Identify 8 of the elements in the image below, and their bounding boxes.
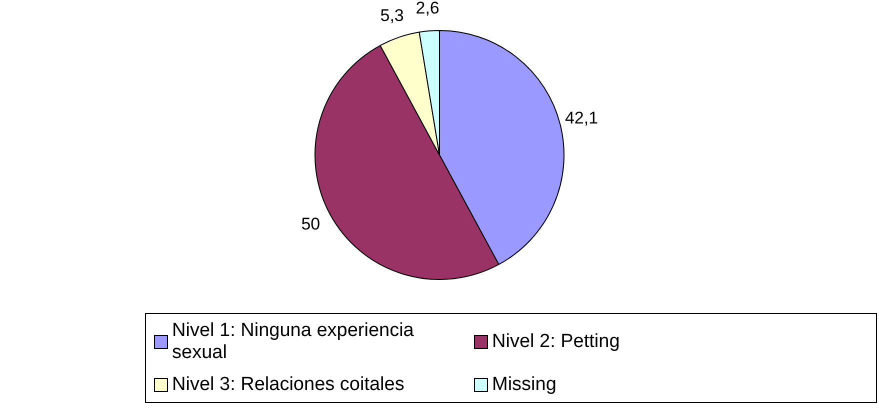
legend-label: Nivel 2: Petting	[492, 331, 620, 353]
data-label: 50	[301, 214, 320, 234]
legend-label: Nivel 1: Ninguna experiencia sexual	[172, 320, 415, 364]
data-label: 2,6	[416, 0, 440, 18]
data-label: 42,1	[564, 108, 598, 128]
data-label: 5,3	[380, 6, 404, 26]
legend-label: Missing	[492, 374, 556, 396]
legend-label: Nivel 3: Relaciones coitales	[172, 374, 404, 396]
